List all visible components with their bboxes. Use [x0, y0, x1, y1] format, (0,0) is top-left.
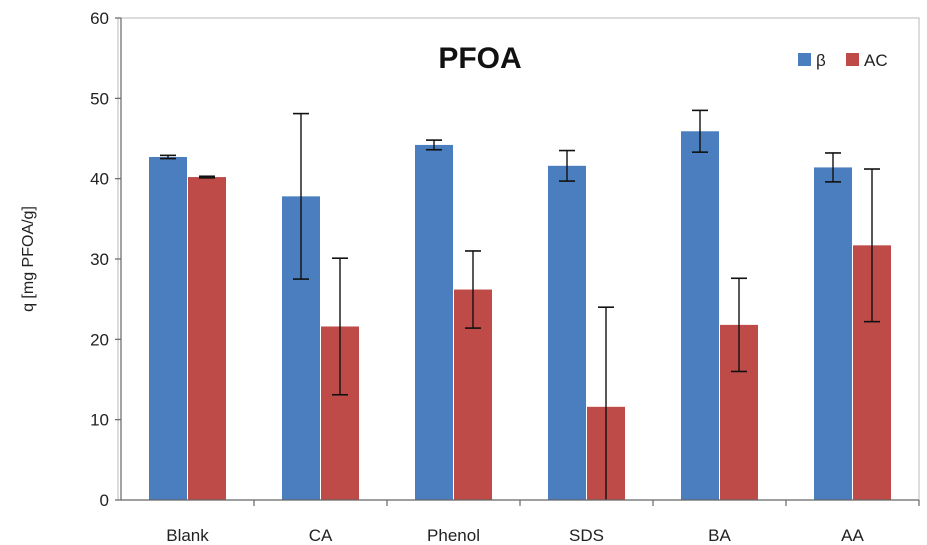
y-tick-label: 0	[100, 491, 109, 510]
error-bar	[199, 175, 215, 179]
x-tick-label: SDS	[569, 526, 604, 545]
error-bar	[160, 154, 176, 160]
y-tick-label: 60	[90, 9, 109, 28]
legend-label-beta: β	[816, 51, 826, 70]
error-bar	[293, 112, 309, 280]
bar-beta-ba	[681, 131, 719, 500]
y-tick-label: 30	[90, 250, 109, 269]
y-axis: 0 10 20 30 40 50 60	[90, 9, 122, 510]
bar-beta-phenol	[415, 144, 453, 500]
legend-swatch-ac	[846, 53, 859, 66]
error-bars	[160, 109, 880, 500]
legend-swatch-beta	[798, 53, 811, 66]
bar-beta-aa	[814, 167, 852, 501]
plot-frame	[117, 17, 920, 501]
y-tick-label: 20	[90, 330, 109, 349]
legend-label-ac: AC	[864, 51, 888, 70]
error-bar	[465, 250, 481, 329]
error-bar	[559, 149, 575, 182]
error-bar	[825, 152, 841, 183]
bar-beta-sds	[548, 165, 586, 500]
error-bar	[426, 139, 442, 151]
y-axis-label: q [mg PFOA/g]	[20, 206, 37, 312]
x-axis: Blank CA Phenol SDS BA AA	[121, 499, 920, 545]
y-tick-label: 50	[90, 89, 109, 108]
error-bar	[598, 306, 614, 500]
error-bar	[692, 109, 708, 153]
error-bar	[864, 168, 880, 323]
x-tick-label: Phenol	[427, 526, 480, 545]
x-tick-label: Blank	[166, 526, 209, 545]
bars	[149, 131, 891, 501]
bar-ac-blank	[188, 177, 226, 500]
x-tick-label: CA	[309, 526, 333, 545]
y-tick-label: 10	[90, 411, 109, 430]
chart-title: PFOA	[438, 42, 521, 75]
y-tick-label: 40	[90, 170, 109, 189]
x-tick-label: BA	[708, 526, 731, 545]
error-bar	[731, 277, 747, 373]
bar-beta-blank	[149, 156, 187, 500]
legend: β AC	[798, 51, 888, 70]
error-bar	[332, 257, 348, 396]
x-tick-label: AA	[841, 526, 864, 545]
